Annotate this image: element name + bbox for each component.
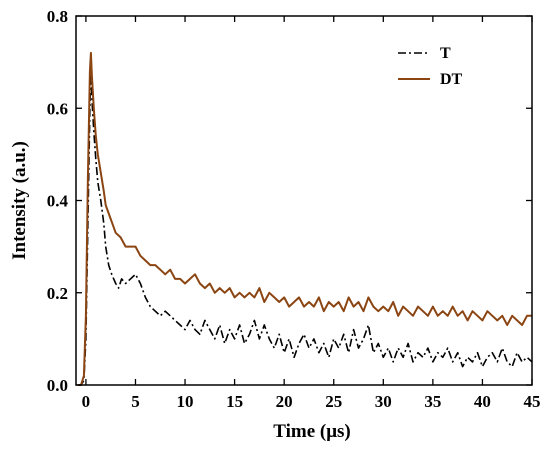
series-layer: [78, 51, 533, 386]
y-tick-label: 0.0: [47, 376, 68, 395]
legend-label-t: T: [440, 45, 451, 62]
ticks-layer: 0 5 10 15 20 25 30 35 40 45 0.0 0.2 0.4 0.6 0.8: [47, 7, 541, 411]
series-line-dt: [78, 51, 532, 386]
x-tick-label: 40: [474, 392, 491, 411]
x-axis-title: Time (μs): [273, 421, 350, 442]
x-tick-label: 45: [524, 392, 541, 411]
x-tick-label: 0: [82, 392, 91, 411]
x-tick-label: 30: [375, 392, 392, 411]
series-line-t: [78, 61, 533, 386]
y-tick-label: 0.8: [47, 7, 68, 26]
y-tick-label: 0.2: [47, 284, 68, 303]
y-axis-title: Intensity (a.u.): [9, 141, 30, 260]
y-tick-label: 0.4: [47, 192, 69, 211]
x-tick-label: 5: [131, 392, 140, 411]
x-tick-label: 25: [325, 392, 342, 411]
legend-label-dt: DT: [440, 71, 463, 88]
x-tick-label: 10: [177, 392, 194, 411]
y-tick-label: 0.6: [47, 99, 68, 118]
x-tick-label: 20: [276, 392, 293, 411]
x-tick-label: 35: [424, 392, 441, 411]
x-tick-label: 15: [226, 392, 243, 411]
legend: T DT: [398, 45, 463, 88]
